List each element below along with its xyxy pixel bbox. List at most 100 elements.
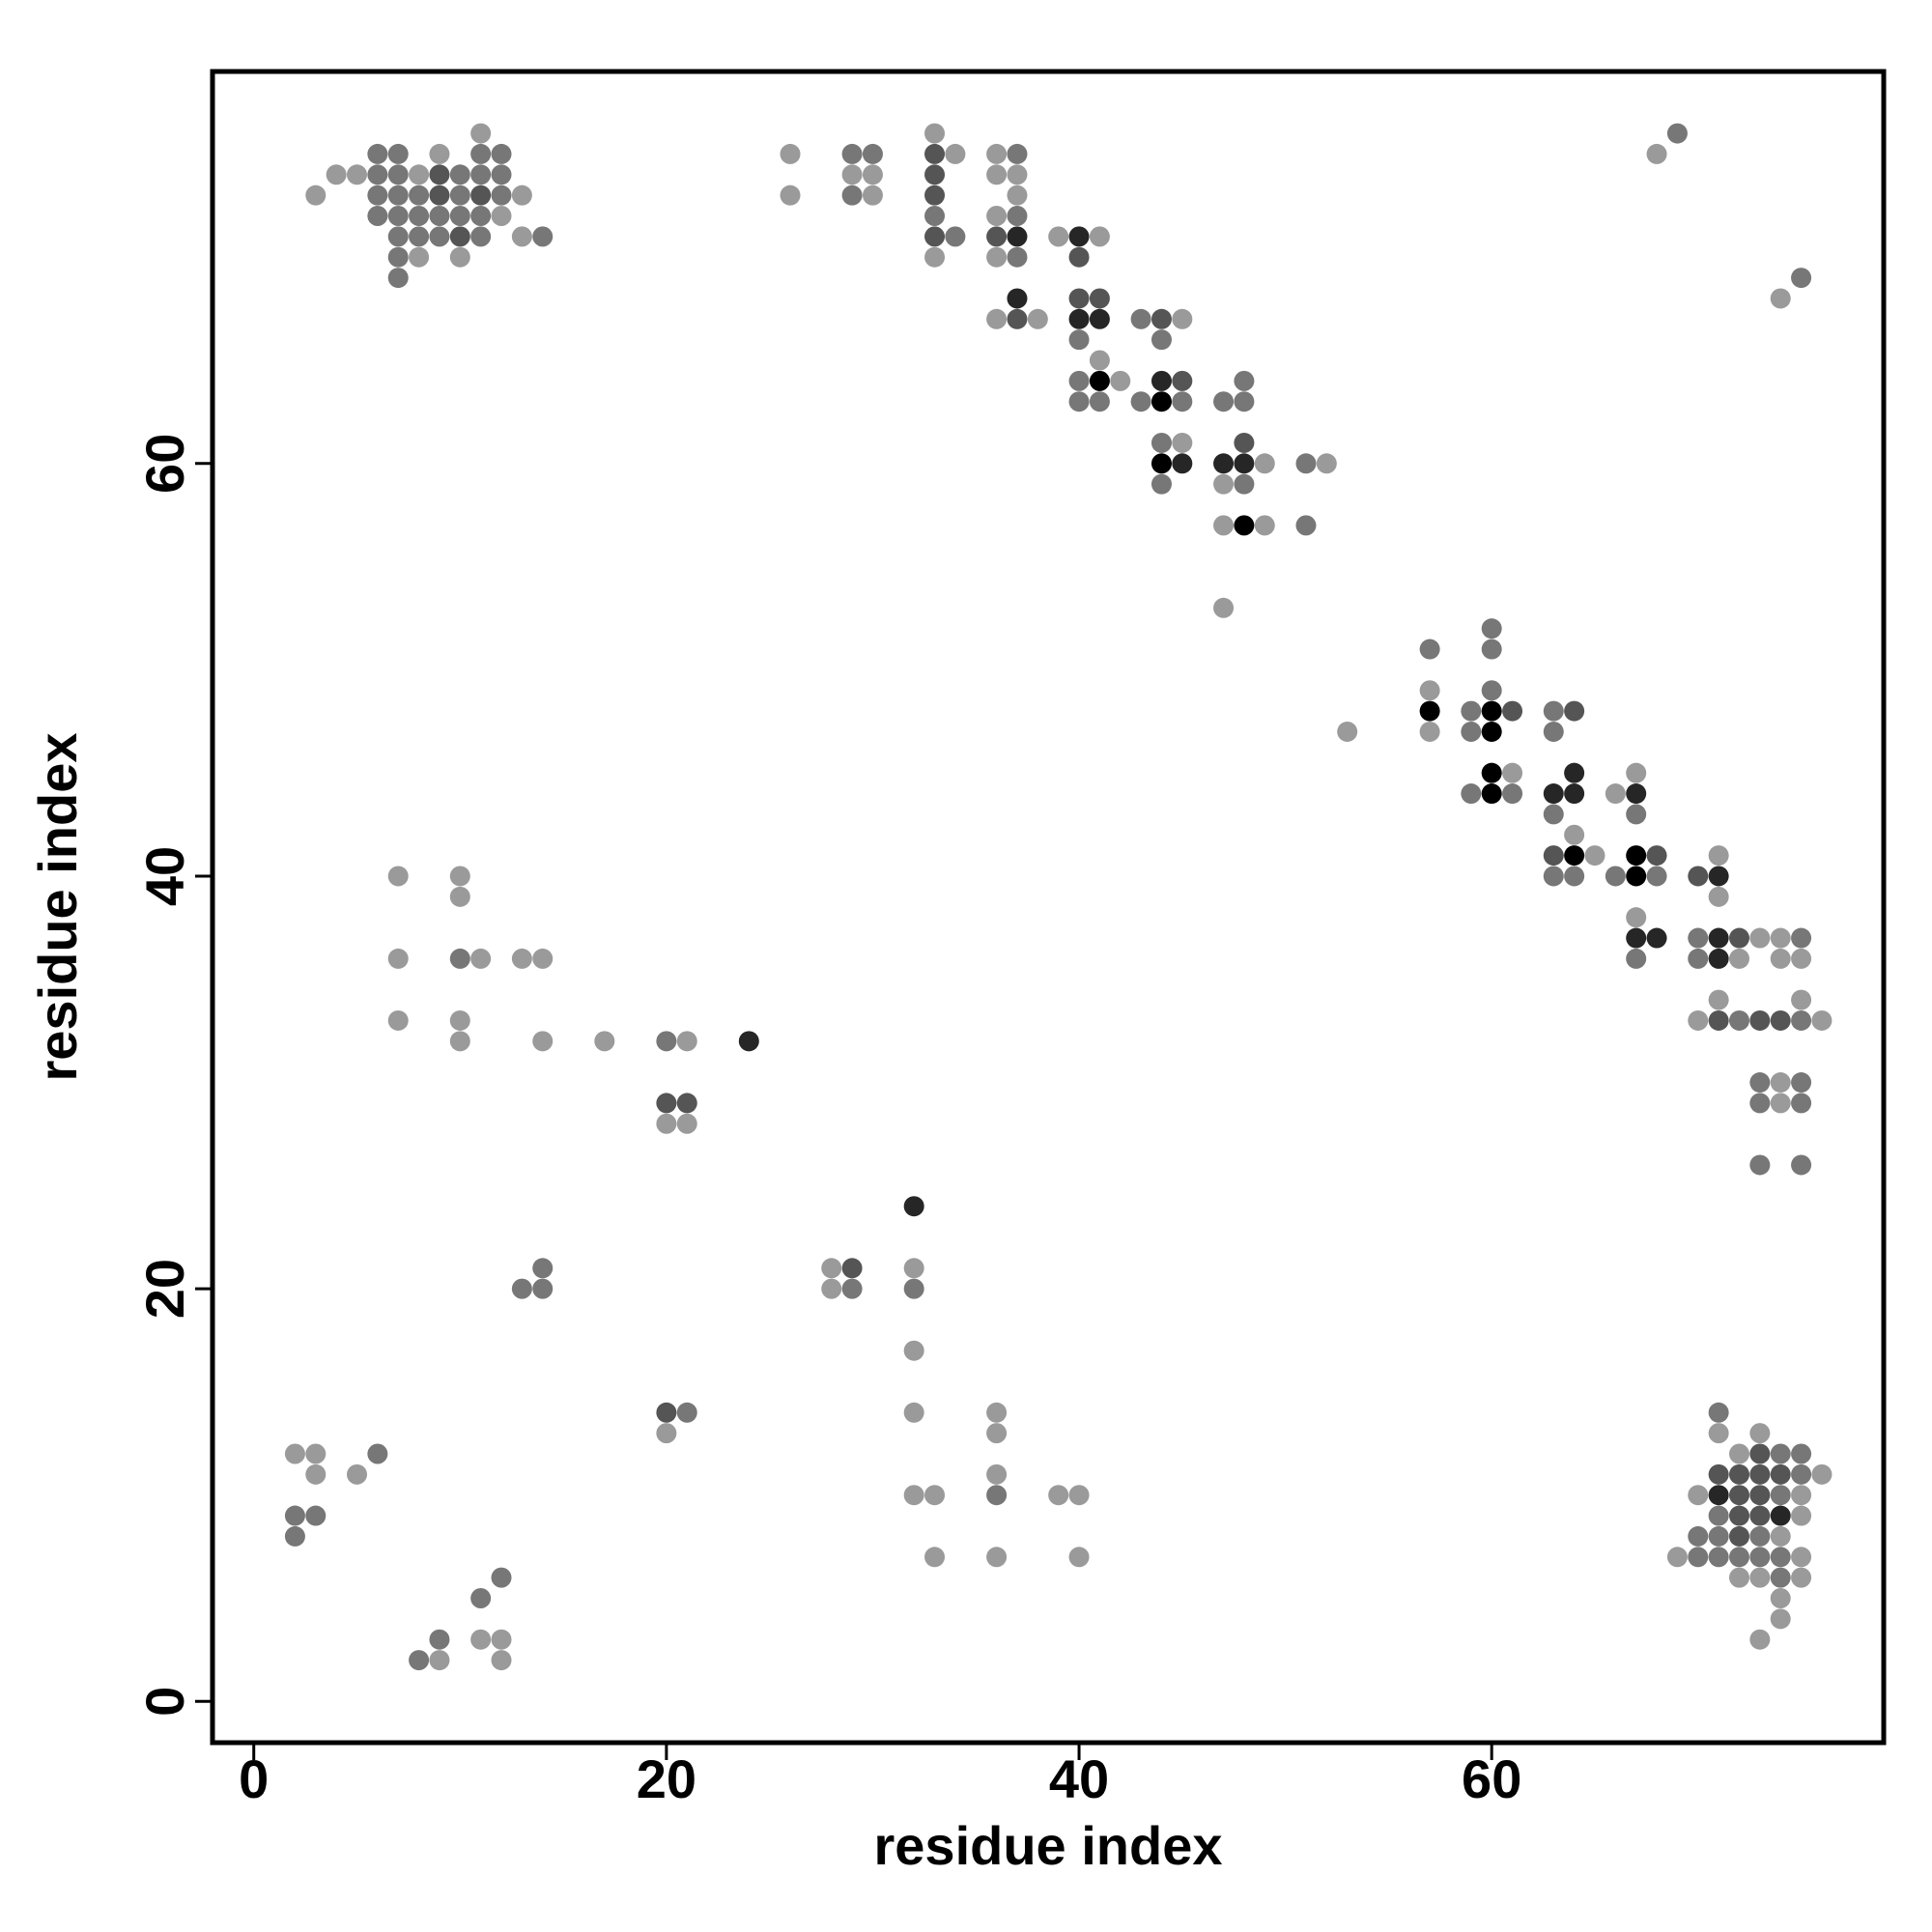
contact-point <box>470 1629 492 1650</box>
contact-point <box>1461 783 1482 805</box>
contact-point <box>1749 1423 1771 1444</box>
contact-point <box>1728 1443 1749 1464</box>
contact-point <box>1151 308 1172 329</box>
contact-point <box>284 1505 305 1526</box>
contact-point <box>1688 1009 1709 1031</box>
contact-point <box>305 1463 327 1485</box>
plot-frame <box>210 69 1887 1746</box>
contact-point <box>1213 473 1235 495</box>
contact-point <box>780 185 801 206</box>
contact-point <box>986 206 1008 227</box>
contact-point <box>470 143 492 164</box>
contact-point <box>409 164 430 185</box>
contact-point <box>1068 370 1090 391</box>
contact-point <box>1728 1463 1749 1485</box>
contact-point <box>1749 1629 1771 1650</box>
contact-point <box>986 1547 1008 1568</box>
contact-point <box>1646 866 1667 887</box>
contact-point <box>1791 1009 1812 1031</box>
contact-point <box>1419 700 1440 722</box>
contact-point <box>986 308 1008 329</box>
contact-point <box>1172 432 1193 453</box>
contact-point <box>1749 1547 1771 1568</box>
contact-point <box>449 1009 470 1031</box>
contact-point <box>1791 948 1812 969</box>
contact-point <box>532 226 554 247</box>
contact-point <box>1007 308 1028 329</box>
contact-point <box>1626 845 1647 867</box>
contact-point <box>429 185 450 206</box>
contact-point <box>511 948 532 969</box>
contact-point <box>470 164 492 185</box>
contact-point <box>1481 618 1502 639</box>
x-tick-label: 20 <box>637 1748 696 1809</box>
contact-point <box>367 1443 388 1464</box>
contact-point <box>1068 246 1090 268</box>
contact-point <box>1708 845 1729 867</box>
contact-point <box>1419 680 1440 701</box>
contact-point <box>1068 1485 1090 1506</box>
contact-point <box>1172 391 1193 412</box>
contact-point <box>924 143 946 164</box>
contact-point <box>409 206 430 227</box>
contact-point <box>1564 762 1585 783</box>
contact-point <box>1337 721 1358 742</box>
contact-point <box>1688 927 1709 949</box>
contact-point <box>945 143 966 164</box>
contact-point <box>1728 927 1749 949</box>
contact-point <box>1068 308 1090 329</box>
contact-point <box>1564 700 1585 722</box>
contact-point <box>986 1485 1008 1506</box>
contact-point <box>1461 721 1482 742</box>
contact-point <box>1068 226 1090 247</box>
contact-point <box>1068 288 1090 309</box>
contact-point <box>1048 1485 1069 1506</box>
contact-point <box>387 268 409 289</box>
contact-point <box>1688 1525 1709 1547</box>
contact-point <box>738 1031 759 1052</box>
contact-point <box>1234 432 1255 453</box>
contact-point <box>1254 453 1275 474</box>
contact-point <box>511 1278 532 1299</box>
contact-point <box>1564 824 1585 845</box>
contact-point <box>986 164 1008 185</box>
contact-point <box>387 206 409 227</box>
contact-point <box>1151 329 1172 351</box>
contact-point <box>1708 886 1729 907</box>
contact-point <box>1770 1009 1791 1031</box>
x-tick-label: 40 <box>1049 1748 1109 1809</box>
contact-point <box>1770 927 1791 949</box>
contact-point <box>1688 1485 1709 1506</box>
contact-point <box>924 246 946 268</box>
contact-point <box>1791 989 1812 1010</box>
contact-point <box>1605 866 1626 887</box>
contact-point <box>1089 288 1110 309</box>
contact-point <box>470 206 492 227</box>
contact-point <box>1708 1547 1729 1568</box>
contact-point <box>449 164 470 185</box>
contact-point <box>532 1258 554 1279</box>
contact-point <box>1770 1463 1791 1485</box>
contact-point <box>1749 1009 1771 1031</box>
contact-point <box>1007 206 1028 227</box>
contact-point <box>1027 308 1048 329</box>
contact-point <box>1089 308 1110 329</box>
contact-point <box>429 1629 450 1650</box>
contact-point <box>862 143 883 164</box>
contact-point <box>1068 1547 1090 1568</box>
contact-point <box>387 226 409 247</box>
contact-point <box>1543 866 1564 887</box>
contact-point <box>1543 804 1564 825</box>
contact-point <box>1791 1505 1812 1526</box>
contact-point <box>986 226 1008 247</box>
contact-point <box>841 1258 863 1279</box>
contact-point <box>1770 1485 1791 1506</box>
contact-point <box>903 1258 924 1279</box>
contact-point <box>1728 1547 1749 1568</box>
contact-point <box>409 185 430 206</box>
contact-point <box>1666 123 1688 144</box>
contact-point <box>924 185 946 206</box>
contact-point <box>1708 989 1729 1010</box>
contact-point <box>367 185 388 206</box>
contact-point <box>449 866 470 887</box>
